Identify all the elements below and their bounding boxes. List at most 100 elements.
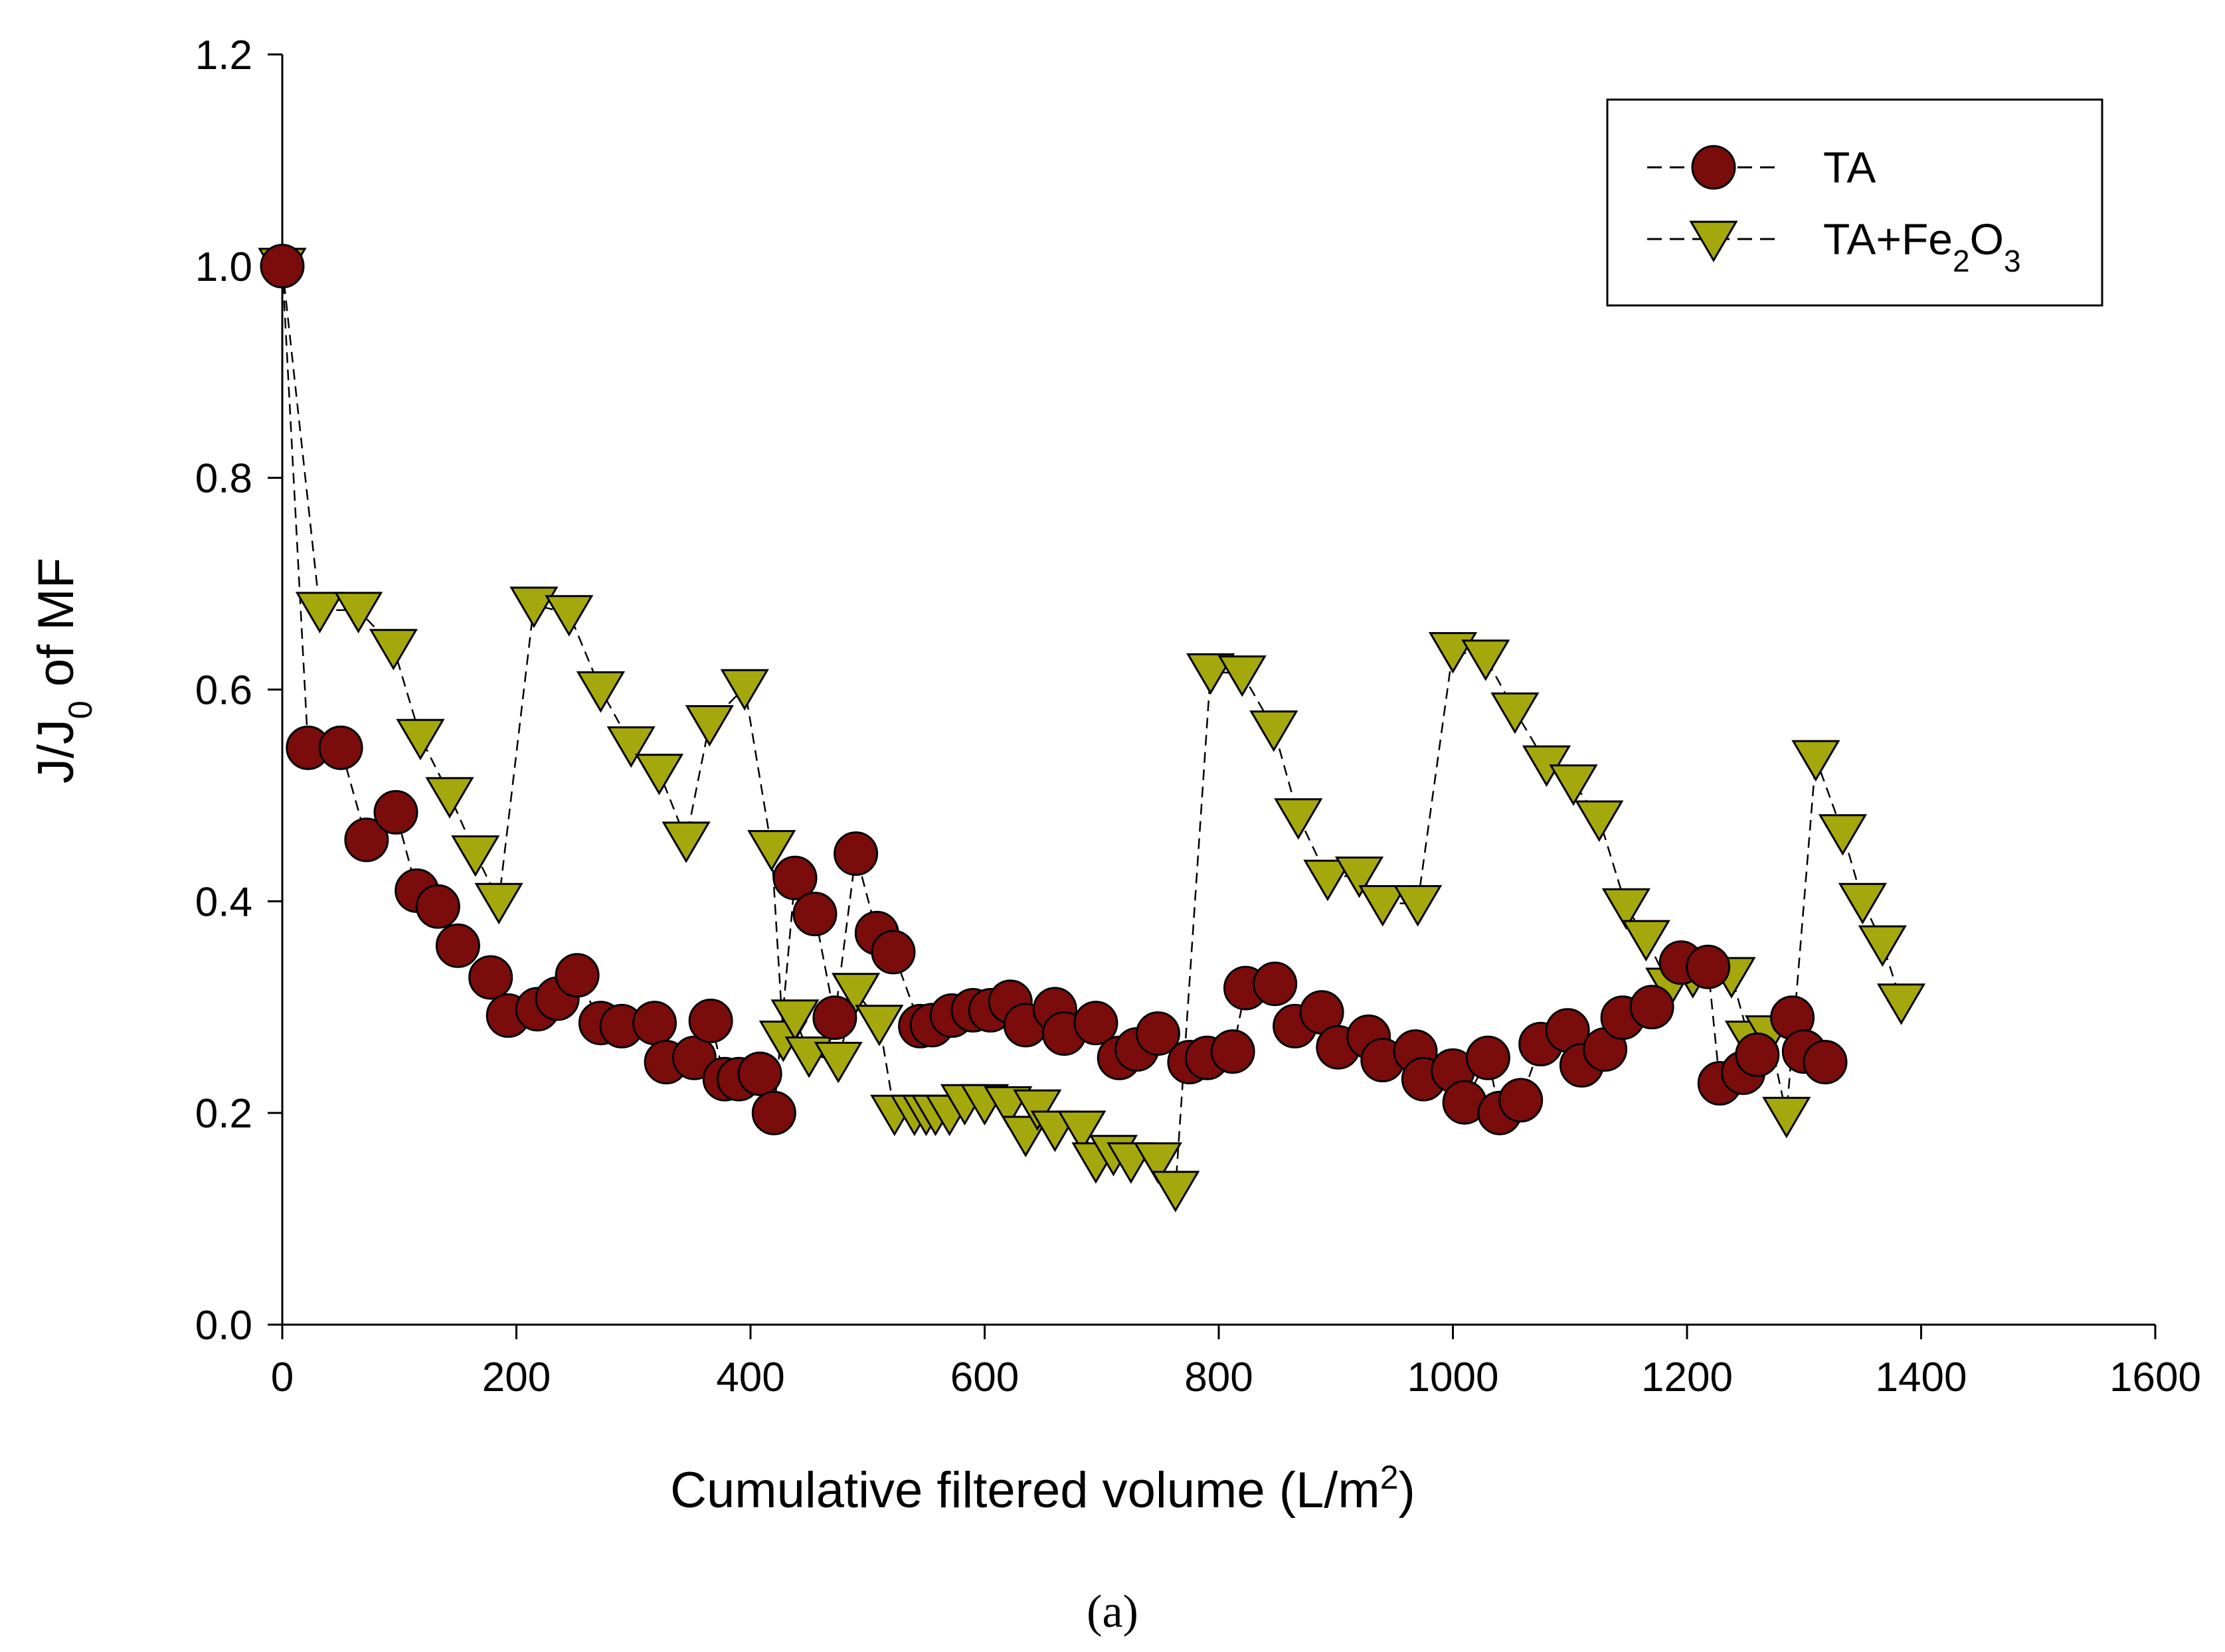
x-axis-title: Cumulative filtered volume (L/m2) xyxy=(670,1459,1415,1519)
data-point-ta-fe2o3 xyxy=(1601,888,1651,930)
data-point-ta-fe2o3 xyxy=(720,669,769,711)
legend-label-ta-fe2o3: TA+Fe2O3 xyxy=(1823,214,2021,278)
data-point-ta xyxy=(1735,1032,1780,1077)
x-tick-label: 1400 xyxy=(1876,1355,1967,1400)
data-point-ta xyxy=(1498,1078,1544,1123)
y-tick-label: 0.6 xyxy=(195,668,252,714)
data-point-ta xyxy=(688,999,733,1043)
data-point-ta-fe2o3 xyxy=(333,592,383,633)
x-tick-label: 1200 xyxy=(1641,1355,1733,1400)
data-point-ta-fe2o3 xyxy=(1490,692,1540,734)
data-point-ta-fe2o3 xyxy=(1818,814,1868,856)
data-point-ta-fe2o3 xyxy=(1621,920,1670,962)
x-tick-label: 800 xyxy=(1184,1355,1253,1400)
x-tick-label: 400 xyxy=(716,1355,784,1400)
data-point-ta xyxy=(751,1090,796,1135)
data-point-ta-fe2o3 xyxy=(1461,639,1510,681)
data-point-ta xyxy=(1465,1035,1510,1080)
data-point-ta xyxy=(1073,1001,1118,1046)
data-point-ta-fe2o3 xyxy=(1762,1096,1811,1139)
y-tick-labels: 0.0 0.2 0.4 0.6 0.8 1.0 1.2 xyxy=(195,33,252,1349)
data-point-ta-fe2o3 xyxy=(425,777,474,819)
data-point-ta xyxy=(834,831,879,876)
data-point-ta-fe2o3 xyxy=(1274,798,1323,840)
x-tick-label: 1600 xyxy=(2109,1355,2201,1400)
data-point-ta-fe2o3 xyxy=(634,754,684,795)
data-point-ta-fe2o3 xyxy=(396,718,445,761)
data-point-ta-fe2o3 xyxy=(1334,857,1384,898)
data-point-ta xyxy=(344,817,389,863)
data-point-ta xyxy=(772,855,818,900)
x-tick-label: 0 xyxy=(271,1355,294,1400)
data-point-ta-fe2o3 xyxy=(1013,1089,1062,1131)
data-point-ta-fe2o3 xyxy=(855,1005,904,1046)
data-point-ta xyxy=(737,1051,782,1096)
legend-label-ta: TA xyxy=(1823,143,1876,192)
data-point-ta-fe2o3 xyxy=(295,592,345,633)
data-point-ta-fe2o3 xyxy=(1249,710,1298,752)
data-point-ta xyxy=(260,244,305,289)
data-point-ta xyxy=(1686,944,1731,989)
data-point-ta-fe2o3 xyxy=(545,595,594,637)
data-point-ta-fe2o3 xyxy=(747,830,796,872)
legend-marker-ta-fe2o3 xyxy=(1689,220,1738,262)
legend: TA TA+Fe2O3 xyxy=(1606,98,2103,307)
data-point-ta xyxy=(1210,1029,1255,1074)
data-point-ta-fe2o3 xyxy=(1133,1142,1183,1184)
data-point-ta-fe2o3 xyxy=(509,586,559,628)
data-point-ta-fe2o3 xyxy=(685,705,734,747)
data-point-ta-fe2o3 xyxy=(1186,653,1235,695)
data-point-ta-fe2o3 xyxy=(1428,632,1478,674)
y-tick-label: 1.0 xyxy=(195,244,252,290)
data-point-ta xyxy=(671,1035,717,1080)
series-line-ta xyxy=(281,266,1826,1115)
data-point-ta xyxy=(1253,961,1298,1007)
figure-caption: (a) xyxy=(1087,1586,1138,1637)
series-markers xyxy=(258,244,1926,1212)
data-point-ta-fe2o3 xyxy=(1151,1171,1200,1212)
y-tick-label: 0.2 xyxy=(195,1091,252,1137)
data-point-ta-fe2o3 xyxy=(474,882,523,925)
legend-marker-ta xyxy=(1691,145,1736,190)
data-point-ta-fe2o3 xyxy=(1549,764,1598,806)
data-point-ta-fe2o3 xyxy=(576,671,626,713)
data-point-ta xyxy=(812,995,857,1040)
data-point-ta-fe2o3 xyxy=(451,835,500,877)
data-point-ta-fe2o3 xyxy=(770,999,820,1041)
data-point-ta xyxy=(792,892,838,936)
data-point-ta xyxy=(871,930,916,975)
data-point-ta-fe2o3 xyxy=(1358,885,1407,927)
data-point-ta-fe2o3 xyxy=(369,629,418,671)
data-point-ta xyxy=(415,884,460,929)
y-tick-label: 0.8 xyxy=(195,456,252,502)
data-point-ta-fe2o3 xyxy=(1303,859,1352,902)
data-point-ta-fe2o3 xyxy=(1393,885,1443,927)
series-line-ta-fe2o3 xyxy=(281,266,1902,1192)
data-point-ta xyxy=(373,789,418,835)
legend-box xyxy=(1606,98,2103,307)
data-point-ta xyxy=(468,955,513,1000)
data-point-ta-fe2o3 xyxy=(1575,800,1624,842)
data-point-ta-fe2o3 xyxy=(814,1042,863,1084)
x-tick-label: 200 xyxy=(482,1355,551,1400)
data-point-ta-fe2o3 xyxy=(1838,882,1888,925)
data-point-ta-fe2o3 xyxy=(1791,740,1840,782)
y-tick-label: 0.0 xyxy=(195,1303,252,1349)
data-point-ta-fe2o3 xyxy=(1876,983,1926,1025)
series-lines xyxy=(281,266,1902,1192)
data-point-ta xyxy=(1803,1040,1848,1085)
data-point-ta xyxy=(1135,1011,1180,1056)
data-point-ta xyxy=(1629,985,1674,1030)
data-point-ta-fe2o3 xyxy=(662,821,711,863)
data-point-ta xyxy=(318,725,363,770)
data-point-ta-fe2o3 xyxy=(1858,925,1907,967)
data-point-ta-fe2o3 xyxy=(831,973,881,1015)
y-axis-title: J/J0 of MF xyxy=(28,558,99,784)
data-point-ta xyxy=(632,1001,677,1046)
data-point-ta-fe2o3 xyxy=(1057,1110,1107,1153)
data-point-ta xyxy=(555,953,600,998)
data-point-ta-fe2o3 xyxy=(1217,655,1267,697)
data-point-ta xyxy=(435,923,480,968)
y-tick-label: 1.2 xyxy=(195,33,252,78)
